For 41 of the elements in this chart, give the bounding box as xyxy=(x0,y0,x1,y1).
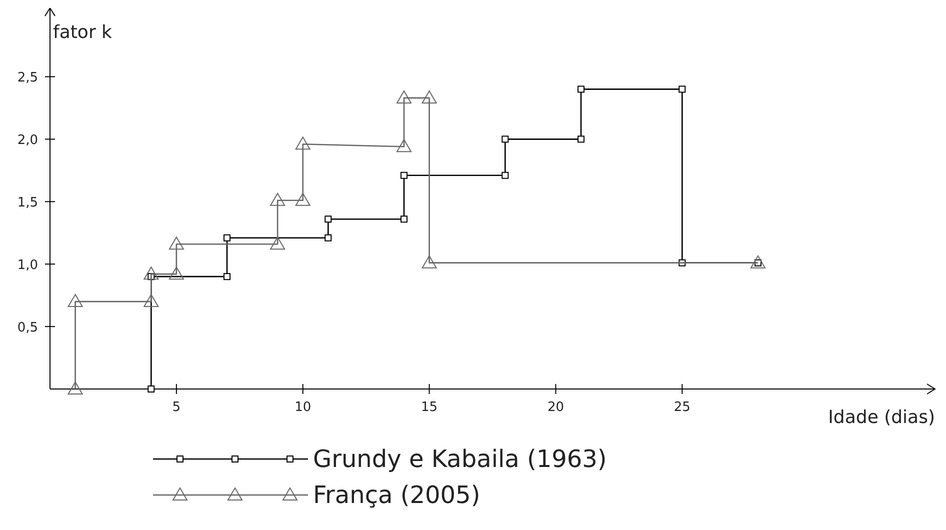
x-tick-label: 5 xyxy=(172,400,181,415)
point xyxy=(224,234,230,242)
point xyxy=(678,86,686,93)
y-tick-label: 0,5 xyxy=(17,320,38,336)
y-axis-title: fator k xyxy=(53,22,113,43)
y-tick-label: 2,0 xyxy=(17,133,38,148)
point xyxy=(578,136,584,143)
point xyxy=(68,382,83,394)
x-tick-label: 15 xyxy=(421,400,438,415)
point xyxy=(324,216,332,223)
point xyxy=(502,136,509,143)
point xyxy=(295,192,310,206)
point xyxy=(168,236,184,250)
point xyxy=(400,216,408,223)
y-tick-label: 1,0 xyxy=(17,258,38,274)
x-tick-label: 25 xyxy=(674,400,690,415)
point xyxy=(396,139,412,152)
point xyxy=(144,294,159,308)
point xyxy=(396,90,412,104)
point xyxy=(144,266,159,280)
point xyxy=(324,234,332,242)
legend-label: Grundy e Kabaila (1963) xyxy=(313,445,607,473)
point xyxy=(502,172,509,179)
y-tick-label: 2,5 xyxy=(17,70,38,86)
point xyxy=(295,136,310,150)
legend-label: França (2005) xyxy=(313,481,480,509)
x-axis-title: Idade (dias) xyxy=(828,407,935,428)
x-tick-label: 20 xyxy=(547,400,564,415)
point xyxy=(400,172,408,179)
point xyxy=(168,266,184,280)
point xyxy=(148,386,155,392)
point xyxy=(270,236,286,250)
point xyxy=(750,255,766,268)
point xyxy=(68,294,83,308)
point xyxy=(224,273,230,280)
point xyxy=(422,255,437,268)
x-tick-label: 10 xyxy=(294,400,312,415)
y-tick-label: 1,5 xyxy=(17,196,38,211)
point xyxy=(270,192,286,206)
point xyxy=(578,86,584,93)
point xyxy=(422,90,437,104)
